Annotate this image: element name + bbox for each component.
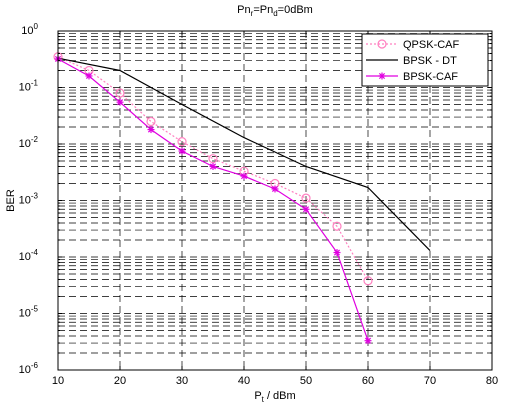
title-sub1: r [251,9,254,18]
title-sub2: d [273,9,277,18]
legend-label: BPSK-CAF [403,71,458,83]
legend-item: BPSK-CAF [366,71,458,83]
legend-item: QPSK-CAF [366,39,460,51]
x-tick-label: 40 [238,375,250,387]
x-axis-label: Pt / dBm [254,390,295,404]
y-axis-label: BER [5,189,17,212]
series-layer [53,52,431,345]
x-tick-label: 30 [176,375,188,387]
legend-label: QPSK-CAF [403,39,460,51]
data-point [177,137,187,147]
series-1 [57,57,431,252]
data-point [147,126,155,134]
data-point [271,185,279,193]
data-point [209,162,217,170]
y-tick-label: 10-4 [19,248,39,263]
y-tick-label: 10-5 [19,305,39,320]
y-tick-label: 10-3 [19,192,39,207]
data-point [178,147,186,155]
title-main: Pn [237,4,250,16]
data-point [363,276,373,286]
xlabel-main: P [254,390,261,402]
x-tick-label: 50 [300,375,312,387]
legend: QPSK-CAF BPSK - DT BPSK-CAF [361,33,489,87]
chart-title: Pnr=Pnd=0dBm [237,4,313,18]
legend-swatch-marker [377,39,387,49]
axis-ticks: 10 20 30 40 50 60 70 80 100 10-1 10-2 10-3 10-4 10-5 1… [19,22,499,387]
data-point [116,98,124,106]
data-point [332,221,342,231]
grid [58,31,492,370]
x-tick-label: 70 [424,375,436,387]
legend-swatch-marker [378,72,386,80]
data-point [240,172,248,180]
y-tick-label: 10-6 [19,361,39,376]
x-tick-label: 10 [52,375,64,387]
y-tick-label: 100 [21,22,38,37]
x-tick-label: 80 [486,375,498,387]
legend-label: BPSK - DT [403,55,457,67]
data-point [85,72,93,80]
title-tail: =0dBm [278,4,313,16]
y-tick-label: 10-2 [19,135,39,150]
title-mid: =Pn [253,4,273,16]
series-2 [54,55,372,345]
data-point [208,154,218,164]
y-tick-label: 10-1 [19,79,39,94]
data-point [333,249,341,257]
data-point [302,205,310,213]
data-point [364,337,372,345]
xlabel-tail: / dBm [264,390,296,402]
series-line [57,57,431,252]
legend-item: BPSK - DT [366,55,457,67]
data-point [115,88,125,98]
data-point [146,116,156,127]
series-line [57,56,369,281]
x-tick-label: 60 [362,375,374,387]
data-point [301,193,311,203]
xlabel-sub: t [262,395,265,404]
x-tick-label: 20 [114,375,126,387]
